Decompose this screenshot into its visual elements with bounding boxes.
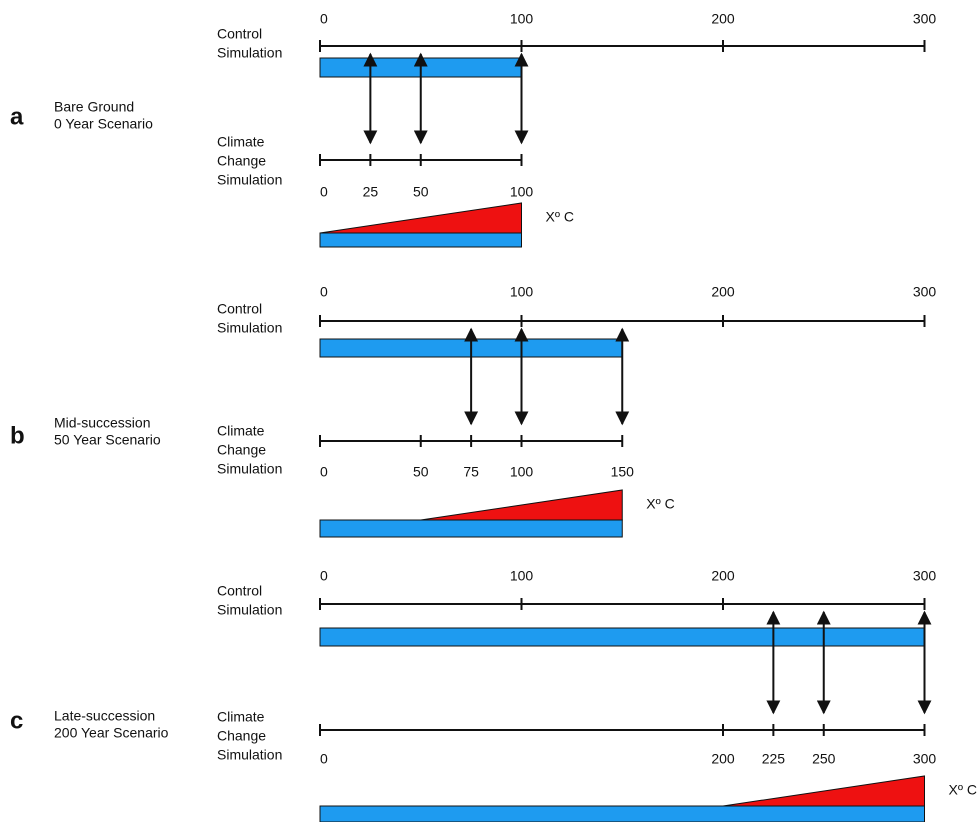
climate-bar xyxy=(319,232,522,248)
tick-label: 0 xyxy=(320,11,328,27)
climate-label: Simulation xyxy=(217,172,282,188)
scenario-label: 50 Year Scenario xyxy=(54,432,161,448)
warming-wedge xyxy=(722,775,925,807)
scenario-label: 0 Year Scenario xyxy=(54,116,153,132)
tick-label: 200 xyxy=(711,284,735,300)
scenario-label: Late-succession xyxy=(54,708,155,724)
scenario-label: 200 Year Scenario xyxy=(54,725,169,741)
tick-label: 200 xyxy=(711,751,735,767)
panel-letter: c xyxy=(10,707,23,734)
climate-bar xyxy=(319,805,925,822)
tick-label: 50 xyxy=(413,184,429,200)
climate-label: Change xyxy=(217,728,266,744)
tick-label: 225 xyxy=(762,751,786,767)
tick-label: 300 xyxy=(913,751,937,767)
tick-label: 100 xyxy=(510,568,534,584)
tick-label: 0 xyxy=(320,464,328,480)
climate-label: Change xyxy=(217,153,266,169)
tick-label: 50 xyxy=(413,464,429,480)
climate-label: Change xyxy=(217,442,266,458)
control-label: Simulation xyxy=(217,602,282,618)
panel-letter: b xyxy=(10,422,25,449)
climate-label: Climate xyxy=(217,423,265,439)
control-label: Simulation xyxy=(217,45,282,61)
warming-label: Xº C xyxy=(949,782,977,798)
tick-label: 150 xyxy=(611,464,635,480)
tick-label: 100 xyxy=(510,284,534,300)
tick-label: 300 xyxy=(913,284,937,300)
tick-label: 100 xyxy=(510,11,534,27)
scenario-label: Mid-succession xyxy=(54,415,150,431)
climate-bar xyxy=(319,519,623,538)
warming-label: Xº C xyxy=(646,496,674,512)
control-label: Control xyxy=(217,26,262,42)
climate-label: Simulation xyxy=(217,747,282,763)
tick-label: 200 xyxy=(711,11,735,27)
climate-label: Climate xyxy=(217,709,265,725)
tick-label: 0 xyxy=(320,284,328,300)
tick-label: 25 xyxy=(363,184,379,200)
tick-label: 100 xyxy=(510,464,534,480)
tick-label: 300 xyxy=(913,568,937,584)
tick-label: 100 xyxy=(510,184,534,200)
tick-label: 300 xyxy=(913,11,937,27)
tick-label: 250 xyxy=(812,751,836,767)
tick-label: 0 xyxy=(320,568,328,584)
warming-label: Xº C xyxy=(546,209,574,225)
warming-wedge xyxy=(319,202,522,234)
control-label: Control xyxy=(217,301,262,317)
tick-label: 75 xyxy=(463,464,479,480)
control-label: Control xyxy=(217,583,262,599)
tick-label: 0 xyxy=(320,184,328,200)
warming-wedge xyxy=(420,489,623,521)
tick-label: 0 xyxy=(320,751,328,767)
climate-label: Simulation xyxy=(217,461,282,477)
tick-label: 200 xyxy=(711,568,735,584)
panel-letter: a xyxy=(10,103,24,130)
climate-label: Climate xyxy=(217,134,265,150)
scenario-label: Bare Ground xyxy=(54,99,134,115)
control-bar xyxy=(319,627,925,647)
control-label: Simulation xyxy=(217,320,282,336)
